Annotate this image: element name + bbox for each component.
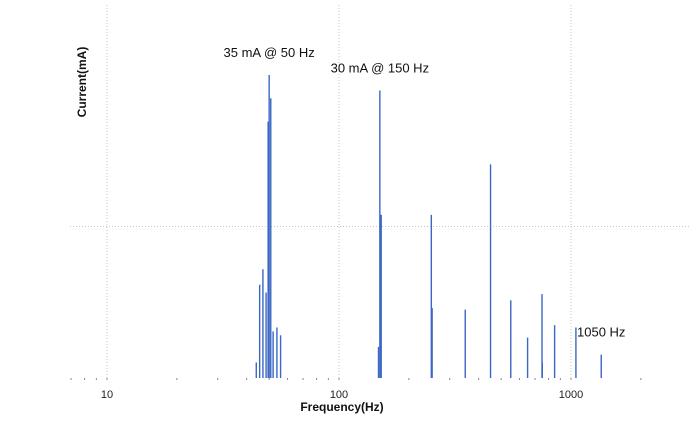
x-tick-label: 1000 bbox=[559, 389, 583, 401]
y-axis-title: Current(mA) bbox=[75, 47, 89, 118]
x-axis bbox=[70, 378, 642, 380]
annotations: 35 mA @ 50 Hz 30 mA @ 150 Hz 1050 Hz bbox=[224, 45, 626, 340]
annotation-label: 1050 Hz bbox=[577, 325, 625, 340]
spike-series bbox=[255, 75, 602, 378]
x-tick-label: 100 bbox=[330, 389, 348, 401]
annotation-label: 30 mA @ 150 Hz bbox=[331, 61, 429, 76]
annotation-label: 35 mA @ 50 Hz bbox=[224, 45, 315, 60]
tick-labels: 10 100 1000 bbox=[101, 389, 583, 401]
x-axis-title: Frequency(Hz) bbox=[300, 400, 383, 414]
x-tick-label: 10 bbox=[101, 389, 113, 401]
